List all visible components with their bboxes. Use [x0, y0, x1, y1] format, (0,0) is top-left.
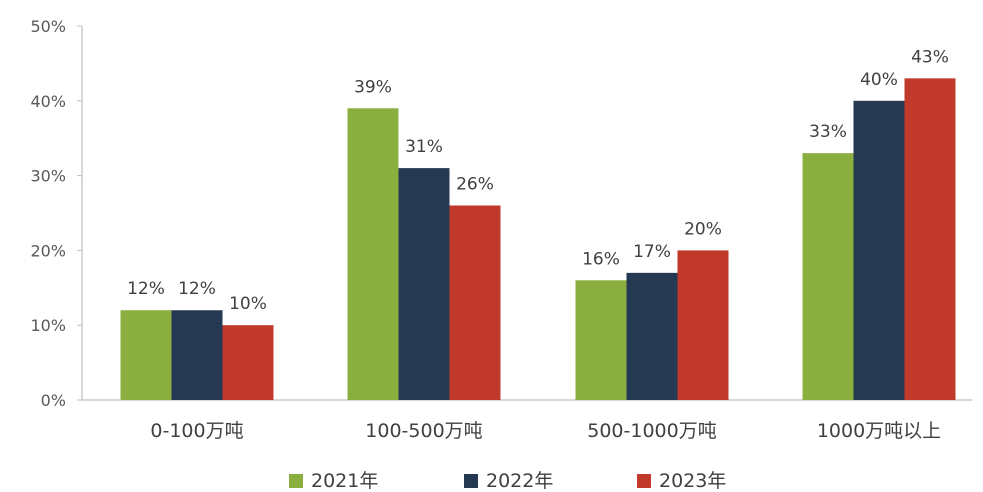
data-labels-group: 12% 12% 10% 39% 31% 26% 16% 17% 20% 33% 40% 43%	[127, 47, 949, 314]
bar	[802, 153, 854, 400]
data-label: 31%	[405, 137, 443, 157]
bar	[677, 250, 729, 400]
bar	[347, 108, 399, 400]
x-category-label: 0-100万吨	[150, 420, 243, 442]
legend-swatch	[637, 474, 651, 488]
legend: 2021年 2022年 2023年	[289, 470, 726, 492]
y-tick-label: 40%	[30, 92, 66, 111]
legend-swatch	[289, 474, 303, 488]
legend-label: 2022年	[486, 470, 553, 492]
bar	[398, 168, 450, 400]
data-label: 12%	[127, 279, 165, 299]
bar	[853, 100, 905, 401]
data-label: 39%	[354, 77, 392, 97]
y-tick-label: 0%	[41, 391, 66, 410]
data-label: 40%	[860, 70, 898, 90]
bar	[626, 272, 678, 400]
bar	[575, 280, 627, 400]
x-category-label: 100-500万吨	[365, 420, 482, 442]
bar	[449, 205, 501, 400]
bar	[171, 310, 223, 400]
legend-label: 2023年	[659, 470, 726, 492]
category-labels-group: 0-100万吨 100-500万吨 500-1000万吨 1000万吨以上	[150, 420, 941, 442]
data-label: 43%	[911, 47, 949, 67]
bar	[120, 310, 172, 400]
legend-label: 2021年	[311, 470, 378, 492]
data-label: 17%	[633, 242, 671, 262]
data-label: 16%	[582, 249, 620, 269]
data-label: 33%	[809, 122, 847, 142]
y-tick-label: 50%	[30, 17, 66, 36]
bars-group	[120, 78, 956, 401]
legend-swatch	[464, 474, 478, 488]
x-category-label: 1000万吨以上	[817, 420, 941, 442]
data-label: 26%	[456, 175, 494, 195]
y-tick-label: 30%	[30, 167, 66, 186]
bar	[222, 325, 274, 400]
bar	[904, 78, 956, 401]
data-label: 12%	[178, 279, 216, 299]
y-axis-ticks: 0% 10% 20% 30% 40% 50%	[30, 17, 82, 410]
data-label: 20%	[684, 219, 722, 239]
x-category-label: 500-1000万吨	[587, 420, 716, 442]
data-label: 10%	[229, 294, 267, 314]
y-tick-label: 10%	[30, 316, 66, 335]
y-tick-label: 20%	[30, 241, 66, 260]
